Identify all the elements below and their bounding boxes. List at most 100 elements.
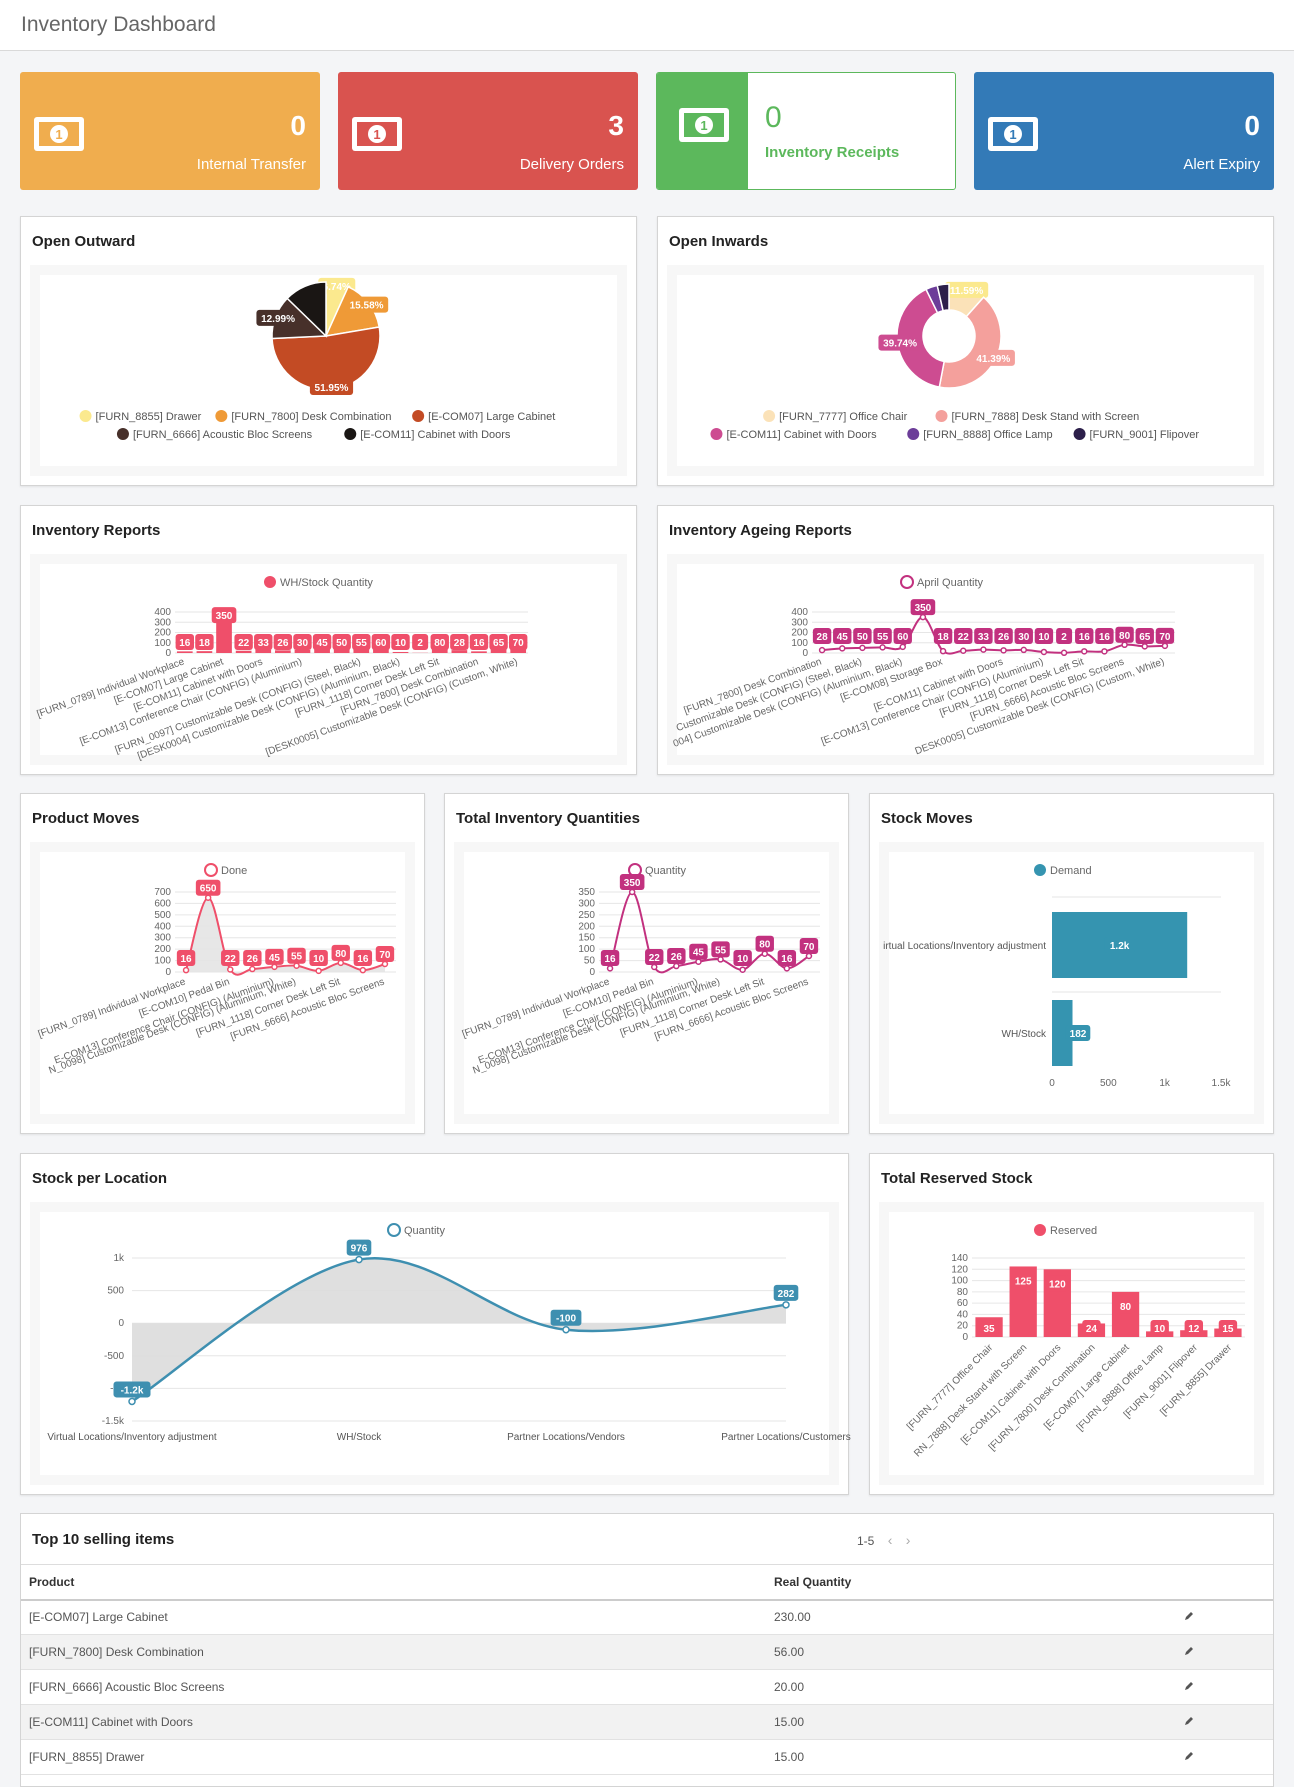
- x-tick-label: Partner Locations/Vendors: [507, 1432, 625, 1443]
- pencil-icon[interactable]: [1184, 1611, 1194, 1621]
- product-cell: [FURN_7800] Desk Combination: [21, 1634, 766, 1670]
- legend-label: [FURN_7777] Office Chair: [779, 411, 908, 423]
- data-point: [227, 966, 234, 973]
- point-data-label: 16: [1099, 632, 1111, 643]
- table-row[interactable]: [FURN_7800] Desk Combination 56.00: [21, 1634, 1273, 1670]
- bar-data-label: 182: [1070, 1029, 1087, 1040]
- y-tick-label: 100: [154, 638, 171, 649]
- bar-data-label-bg: [195, 634, 214, 650]
- y-tick-label: 300: [791, 617, 808, 628]
- point-data-label: 50: [857, 632, 869, 643]
- edit-cell[interactable]: [1176, 1739, 1273, 1775]
- pencil-icon[interactable]: [1184, 1716, 1194, 1726]
- internal-transfer-tile[interactable]: 1 0 Internal Transfer: [20, 72, 320, 190]
- panel-title: Inventory Reports: [32, 522, 161, 539]
- inventory-receipts-label: Inventory Receipts: [765, 144, 900, 161]
- delivery-orders-tile[interactable]: 1 3 Delivery Orders: [338, 72, 638, 190]
- data-point: [717, 956, 724, 963]
- panel-title: Stock Moves: [881, 810, 973, 827]
- product-cell: [E-COM07] Large Cabinet: [21, 1599, 766, 1635]
- x-tick-label: 500: [1100, 1078, 1117, 1089]
- stock-per-location-panel: Stock per Location Quantity-1.5k-1k-5000…: [20, 1153, 851, 1495]
- stock-moves-panel: Stock Moves Demand 0 500 1k 1.5k irtual Locat…: [869, 793, 1274, 1134]
- y-tick-label: 300: [154, 933, 171, 944]
- legend-label: Quantity: [645, 865, 686, 877]
- slice-data-label: 15.58%: [350, 301, 384, 312]
- panel-title: Product Moves: [32, 810, 140, 827]
- pie-slice: [286, 281, 327, 338]
- point-data-label-bg: [619, 874, 645, 890]
- point-data-label: 26: [671, 952, 683, 963]
- y-tick-label: 0: [165, 967, 171, 978]
- data-point: [355, 1255, 363, 1264]
- point-data-label-bg: [777, 950, 797, 966]
- point-data-label: 10: [313, 954, 325, 965]
- y-tick-label: 500: [154, 910, 171, 921]
- bar-data-label: 22: [238, 638, 250, 649]
- point-data-label: 30: [1018, 632, 1030, 643]
- bar: [314, 648, 330, 653]
- panel-title: Top 10 selling items: [32, 1531, 175, 1548]
- data-point: [1060, 649, 1068, 657]
- edit-cell[interactable]: [1176, 1634, 1273, 1670]
- edit-cell[interactable]: [1176, 1599, 1273, 1635]
- edit-cell[interactable]: [1176, 1669, 1273, 1705]
- legend-marker: [215, 410, 228, 422]
- table-row[interactable]: [FURN_6666] Acoustic Bloc Screens 20.00: [21, 1669, 1273, 1705]
- point-data-label: 70: [1159, 632, 1171, 643]
- prev-page-icon[interactable]: ‹: [887, 1532, 893, 1548]
- point-data-label: 70: [803, 942, 815, 953]
- series-line: [185, 896, 386, 976]
- bar: [196, 651, 213, 653]
- point-data-label-bg: [1056, 628, 1073, 644]
- bar: [451, 650, 468, 653]
- point-data-label: -100: [556, 1314, 576, 1325]
- pencil-icon[interactable]: [1184, 1681, 1194, 1691]
- next-page-icon[interactable]: ›: [905, 1532, 911, 1548]
- point-data-label: 2: [1061, 632, 1067, 643]
- pager-range[interactable]: 1-5: [857, 1534, 875, 1548]
- data-point: [1000, 647, 1007, 654]
- y-tick-label: 300: [578, 898, 595, 909]
- point-data-label-bg: [812, 628, 832, 644]
- product-cell: [E-COM11] Cabinet with Doors: [21, 1704, 766, 1740]
- inventory-reports-panel: Inventory Reports WH/Stock Quantity 0 100 2…: [20, 505, 637, 775]
- edit-cell[interactable]: [1176, 1704, 1273, 1740]
- data-point: [879, 644, 886, 651]
- bar-data-label-bg: [371, 634, 391, 650]
- pencil-icon[interactable]: [1184, 1646, 1194, 1656]
- bar-data-label: 24: [1086, 1324, 1098, 1335]
- table-row[interactable]: [E-COM07] Large Cabinet 230.00: [21, 1599, 1273, 1635]
- table-row[interactable]: [E-COM11] Cabinet with Doors 15.00: [21, 1704, 1273, 1740]
- quantity-cell: 15.00: [766, 1739, 1176, 1775]
- data-point: [562, 1325, 570, 1334]
- point-data-label-bg: [243, 950, 262, 966]
- y-tick-label: 400: [154, 921, 171, 932]
- point-data-label-bg: [689, 943, 708, 960]
- open-inwards-panel: Open Inwards 11.59% 41.39% 39.74% [FURN_777…: [657, 216, 1274, 486]
- bar: [176, 651, 193, 653]
- inventory-receipts-tile[interactable]: 1 0 Inventory Receipts: [656, 72, 956, 190]
- series-area: [132, 1258, 786, 1402]
- data-point: [381, 960, 389, 968]
- alert-expiry-tile[interactable]: 1 0 Alert Expiry: [974, 72, 1274, 190]
- data-point: [1141, 643, 1148, 650]
- internal-transfer-label: Internal Transfer: [196, 156, 306, 173]
- data-point: [337, 959, 344, 967]
- bar-data-label-bg: [1184, 1320, 1204, 1336]
- point-data-label-bg: [773, 1284, 799, 1301]
- bar-data-label: 10: [395, 638, 407, 649]
- point-data-label-bg: [375, 946, 395, 962]
- table-row[interactable]: [FURN_8855] Drawer 15.00: [21, 1739, 1273, 1775]
- bar: [275, 650, 291, 653]
- bar-data-label-bg: [450, 634, 469, 650]
- point-data-label: 350: [624, 878, 641, 889]
- bar-data-label-bg: [312, 634, 332, 650]
- y-tick-label: -1.5k: [102, 1416, 125, 1427]
- column-header-real-quantity[interactable]: Real Quantity: [766, 1564, 1176, 1601]
- column-header-product[interactable]: Product: [21, 1564, 766, 1601]
- point-data-label-bg: [799, 938, 819, 954]
- pencil-icon[interactable]: [1184, 1751, 1194, 1761]
- legend-marker: [204, 863, 218, 877]
